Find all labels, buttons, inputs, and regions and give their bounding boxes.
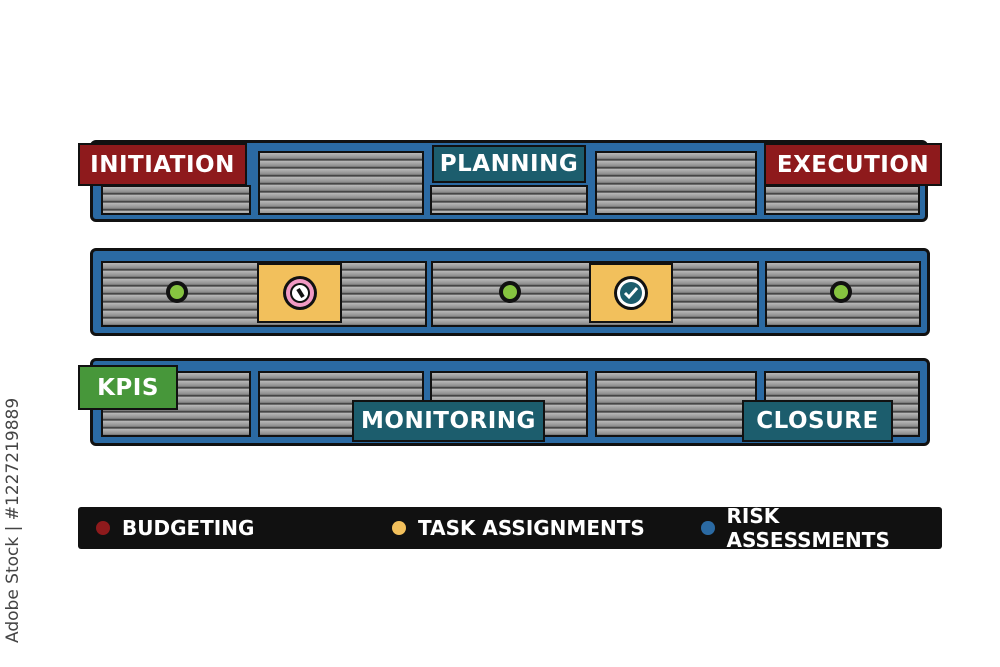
legend-label: TASK ASSIGNMENTS	[418, 516, 645, 540]
panel	[595, 371, 757, 437]
legend-label: RISK ASSESSMENTS	[726, 504, 890, 552]
label-monitoring: MONITORING	[352, 400, 545, 442]
milestone-dot	[830, 281, 852, 303]
legend-item-budgeting: BUDGETING	[96, 507, 254, 549]
task-box	[589, 263, 673, 323]
label-planning: PLANNING	[432, 145, 586, 183]
legend-item-task-assignments: TASK ASSIGNMENTS	[392, 507, 645, 549]
phase-row-2	[90, 248, 930, 336]
yellow-dot-icon	[392, 521, 406, 535]
legend-label: BUDGETING	[122, 516, 255, 540]
milestone-dot	[166, 281, 188, 303]
red-dot-icon	[96, 521, 110, 535]
panel	[101, 185, 251, 215]
label-initiation: INITIATION	[78, 143, 247, 186]
panel	[430, 185, 588, 215]
milestone-dot	[499, 281, 521, 303]
task-box	[257, 263, 342, 323]
label-kpis: KPIS	[78, 365, 178, 410]
legend-item-risk-assessments: RISK ASSESSMENTS	[701, 504, 942, 552]
panel	[258, 151, 424, 215]
blue-dot-icon	[701, 521, 715, 535]
panel	[764, 185, 920, 215]
label-closure: CLOSURE	[742, 400, 893, 442]
label-execution: EXECUTION	[764, 143, 942, 186]
panel	[595, 151, 757, 215]
check-circle-icon	[614, 276, 648, 310]
panel	[765, 261, 921, 327]
watermark: Adobe Stock | #1227219889	[3, 397, 23, 643]
legend: BUDGETING TASK ASSIGNMENTS RISK ASSESSME…	[78, 504, 942, 552]
clock-icon	[282, 276, 317, 310]
